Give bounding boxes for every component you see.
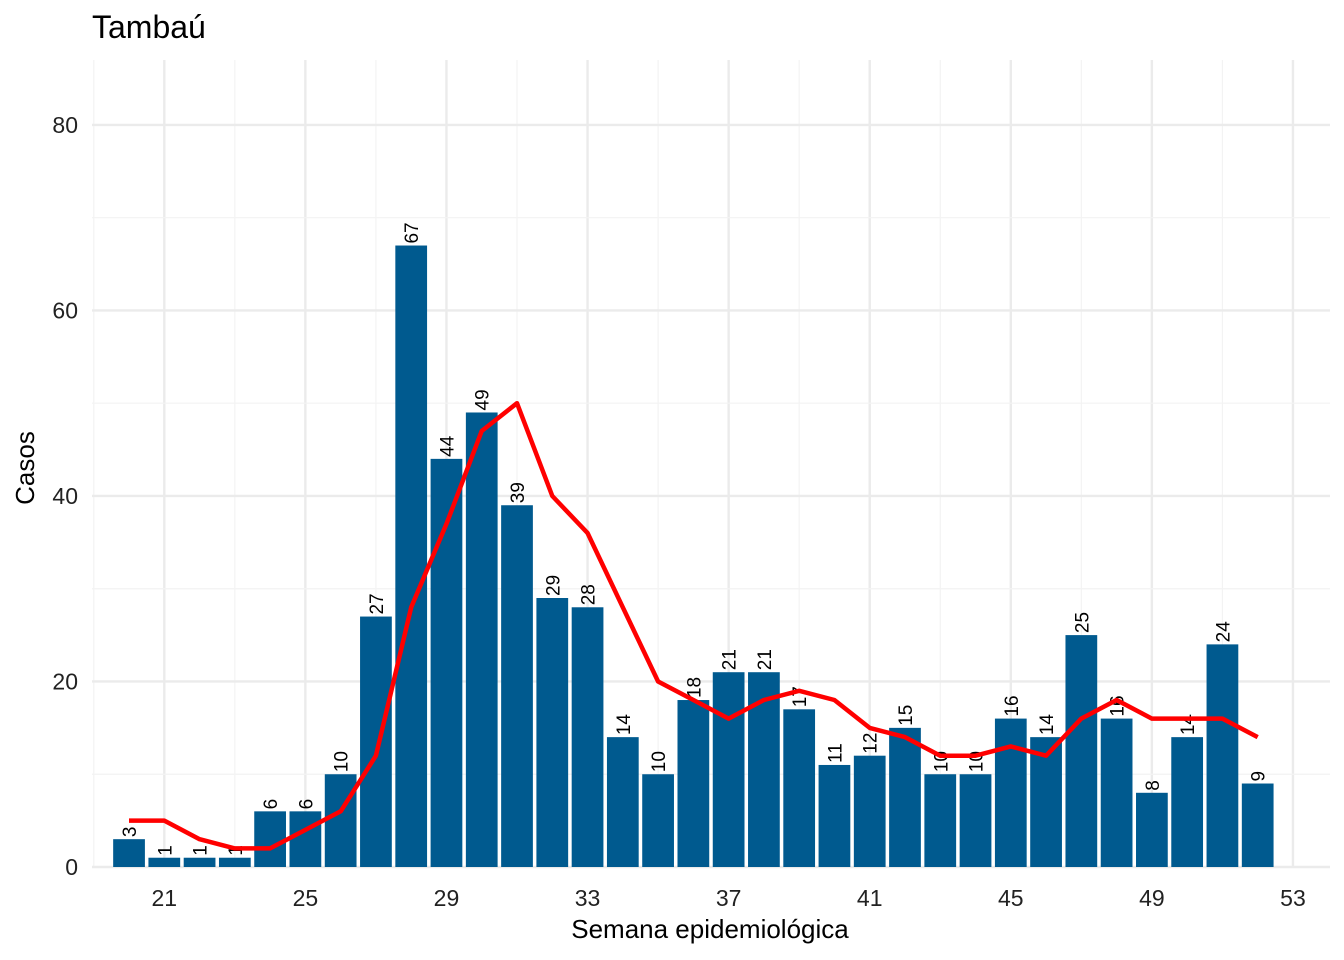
x-tick-label: 49 (1139, 885, 1165, 911)
bar (1030, 737, 1062, 867)
bar-label: 10 (332, 751, 353, 772)
grid (92, 60, 1330, 869)
x-ticks: 21 25 29 33 37 41 45 49 53 (152, 885, 1306, 911)
bar-label: 24 (1213, 621, 1234, 643)
bar-label: 25 (1072, 612, 1093, 633)
x-tick-label: 33 (575, 885, 601, 911)
y-tick-label: 80 (52, 112, 78, 138)
bar (924, 774, 957, 867)
bar (1100, 718, 1133, 867)
bar-label: 21 (755, 649, 776, 670)
bar (501, 505, 533, 867)
x-tick-label: 29 (434, 885, 460, 911)
bar-label: 14 (1037, 714, 1058, 736)
bar-label: 15 (896, 705, 917, 726)
bar (395, 245, 428, 868)
bar-label: 67 (402, 222, 423, 243)
bar-label: 8 (1143, 780, 1164, 791)
bar-label: 28 (579, 584, 600, 605)
bar (1241, 783, 1274, 867)
bar-label: 21 (720, 649, 741, 670)
bar (218, 857, 251, 867)
bar-label: 44 (437, 435, 458, 457)
y-tick-label: 60 (52, 297, 78, 323)
y-tick-label: 0 (65, 854, 78, 880)
bar (783, 709, 816, 867)
bar (1065, 635, 1098, 867)
bar (606, 737, 639, 867)
bar (959, 774, 992, 867)
bar (677, 700, 710, 867)
bar (994, 718, 1027, 867)
bar (571, 607, 604, 867)
x-tick-label: 21 (152, 885, 178, 911)
bar (465, 412, 498, 867)
bar-label: 27 (367, 593, 388, 614)
bar (148, 857, 181, 867)
bar-label: 12 (861, 733, 882, 754)
smooth-line-group (129, 400, 1259, 851)
bar (1171, 737, 1204, 867)
bar-label: 6 (261, 799, 282, 810)
x-tick-label: 37 (716, 885, 742, 911)
trend-line (129, 400, 1259, 851)
bar-label: 39 (508, 482, 529, 503)
bar-label: 6 (296, 799, 317, 810)
bar (853, 755, 886, 867)
bar-label: 9 (1249, 771, 1270, 782)
x-tick-label: 41 (857, 885, 883, 911)
y-ticks: 0 20 40 60 80 (52, 112, 78, 880)
bar (360, 616, 392, 867)
x-tick-label: 45 (998, 885, 1024, 911)
y-tick-label: 40 (52, 483, 78, 509)
chart-title: Tambaú (92, 9, 206, 45)
bar (254, 811, 286, 867)
bar-label: 1 (155, 845, 176, 856)
bar-label: 29 (543, 575, 564, 596)
bar (536, 598, 569, 867)
y-tick-label: 20 (52, 668, 78, 694)
bar-label: 14 (614, 714, 635, 736)
y-axis-title: Casos (10, 431, 40, 505)
bar (712, 672, 745, 867)
bar-label: 1 (191, 845, 212, 856)
bar (113, 839, 145, 867)
bar-label: 16 (1002, 695, 1023, 716)
bar (889, 727, 921, 867)
bar (818, 764, 851, 867)
bar-label: 18 (684, 677, 705, 698)
bar (1136, 792, 1168, 867)
bar-label: 11 (825, 743, 846, 763)
x-tick-label: 53 (1280, 885, 1306, 911)
bar-label: 49 (473, 389, 494, 410)
bars (113, 245, 1274, 868)
x-tick-label: 25 (293, 885, 319, 911)
bar (1206, 644, 1239, 867)
bar (289, 811, 322, 867)
bar-label: 3 (120, 827, 141, 838)
bar (324, 774, 357, 867)
bar (183, 857, 216, 867)
bar (642, 774, 674, 867)
x-axis-title: Semana epidemiológica (571, 914, 849, 944)
bar-label: 10 (649, 751, 670, 772)
